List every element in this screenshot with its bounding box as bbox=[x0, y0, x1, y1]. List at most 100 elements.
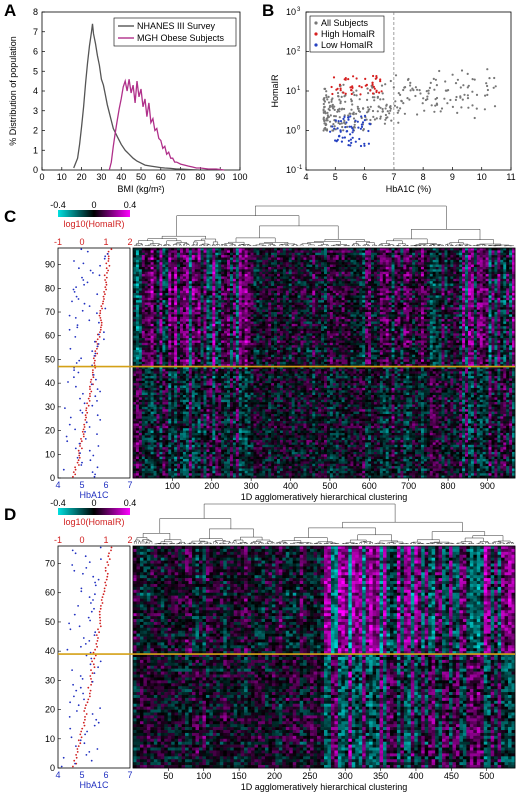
heatmap-cell bbox=[136, 298, 139, 301]
heatmap-cell bbox=[447, 293, 450, 296]
heatmap-cell bbox=[395, 307, 398, 310]
heatmap-cell bbox=[230, 295, 233, 298]
heatmap-cell bbox=[397, 324, 400, 327]
heatmap-cell bbox=[412, 253, 415, 256]
heatmap-cell bbox=[201, 312, 204, 315]
homair-point bbox=[74, 466, 76, 468]
heatmap-cell bbox=[236, 322, 239, 325]
heatmap-cell bbox=[268, 295, 271, 298]
hba1c-point bbox=[80, 410, 82, 412]
hba1c-point bbox=[94, 355, 96, 357]
heatmap-cell bbox=[345, 314, 348, 317]
heatmap-cell bbox=[368, 265, 371, 268]
heatmap-cell bbox=[265, 284, 268, 287]
heatmap-cell bbox=[274, 272, 277, 275]
heatmap-cell bbox=[283, 265, 286, 268]
heatmap-cell bbox=[236, 250, 239, 253]
heatmap-cell bbox=[477, 269, 480, 272]
heatmap-cell bbox=[151, 276, 154, 279]
heatmap-cell bbox=[433, 276, 436, 279]
heatmap-cell bbox=[418, 288, 421, 291]
heatmap-cell bbox=[459, 295, 462, 298]
heatmap-cell bbox=[209, 260, 212, 263]
heatmap-cell bbox=[286, 260, 289, 263]
heatmap-cell bbox=[271, 288, 274, 291]
heatmap-cell bbox=[277, 274, 280, 277]
heatmap-cell bbox=[459, 262, 462, 265]
heatmap-cell bbox=[374, 281, 377, 284]
heatmap-cell bbox=[368, 305, 371, 308]
heatmap-cell bbox=[189, 291, 192, 294]
heatmap-cell bbox=[315, 295, 318, 298]
heatmap-cell bbox=[245, 260, 248, 263]
heatmap-cell bbox=[330, 298, 333, 301]
heatmap-cell bbox=[209, 269, 212, 272]
heatmap-cell bbox=[318, 248, 321, 251]
heatmap-cell bbox=[168, 269, 171, 272]
heatmap-cell bbox=[280, 295, 283, 298]
heatmap-cell bbox=[315, 272, 318, 275]
heatmap-cell bbox=[348, 312, 351, 315]
heatmap-cell bbox=[309, 257, 312, 260]
heatmap-cell bbox=[168, 303, 171, 306]
heatmap-cell bbox=[168, 307, 171, 310]
heatmap-cell bbox=[309, 281, 312, 284]
heatmap-cell bbox=[509, 298, 512, 301]
heatmap-cell bbox=[204, 262, 207, 265]
heatmap-cell bbox=[497, 291, 500, 294]
heatmap-cell bbox=[444, 250, 447, 253]
homair-point bbox=[103, 298, 105, 300]
heatmap-cell bbox=[353, 250, 356, 253]
heatmap-cell bbox=[415, 267, 418, 270]
heatmap-cell bbox=[483, 255, 486, 258]
heatmap-cell bbox=[509, 319, 512, 322]
heatmap-cell bbox=[430, 305, 433, 308]
heatmap-cell bbox=[403, 288, 406, 291]
scatter-point bbox=[385, 117, 387, 119]
scatter-point bbox=[484, 95, 486, 97]
heatmap-cell bbox=[183, 265, 186, 268]
heatmap-cell bbox=[456, 293, 459, 296]
heatmap-cell bbox=[300, 293, 303, 296]
heatmap-cell bbox=[353, 257, 356, 260]
heatmap-cell bbox=[356, 265, 359, 268]
heatmap-cell bbox=[327, 265, 330, 268]
scatter-point bbox=[347, 114, 349, 116]
scatter-point bbox=[488, 77, 490, 79]
heatmap-cell bbox=[292, 267, 295, 270]
heatmap-cell bbox=[333, 257, 336, 260]
heatmap-cell bbox=[198, 319, 201, 322]
heatmap-cell bbox=[133, 269, 136, 272]
heatmap-cell bbox=[195, 284, 198, 287]
heatmap-cell bbox=[497, 305, 500, 308]
heatmap-cell bbox=[368, 284, 371, 287]
heatmap-cell bbox=[133, 281, 136, 284]
heatmap-cell bbox=[380, 248, 383, 251]
heatmap-cell bbox=[157, 276, 160, 279]
heatmap-cell bbox=[374, 257, 377, 260]
heatmap-cell bbox=[412, 248, 415, 251]
heatmap-cell bbox=[471, 293, 474, 296]
heatmap-cell bbox=[336, 279, 339, 282]
scatter-point bbox=[338, 99, 340, 101]
heatmap-cell bbox=[142, 293, 145, 296]
heatmap-cell bbox=[236, 279, 239, 282]
hba1c-point bbox=[81, 277, 83, 279]
scatter-point bbox=[396, 106, 398, 108]
heatmap-cell bbox=[233, 265, 236, 268]
heatmap-cell bbox=[348, 257, 351, 260]
heatmap-cell bbox=[489, 310, 492, 313]
heatmap-cell bbox=[204, 250, 207, 253]
heatmap-cell bbox=[424, 284, 427, 287]
heatmap-cell bbox=[509, 262, 512, 265]
heatmap-cell bbox=[321, 248, 324, 251]
heatmap-cell bbox=[159, 260, 162, 263]
heatmap-cell bbox=[491, 265, 494, 268]
heatmap-cell bbox=[444, 286, 447, 289]
scatter-point bbox=[333, 76, 335, 78]
scatter-point bbox=[400, 100, 402, 102]
scatter-point bbox=[329, 109, 331, 111]
heatmap-cell bbox=[189, 284, 192, 287]
homair-point bbox=[93, 376, 95, 378]
legend-swatch bbox=[314, 21, 317, 24]
